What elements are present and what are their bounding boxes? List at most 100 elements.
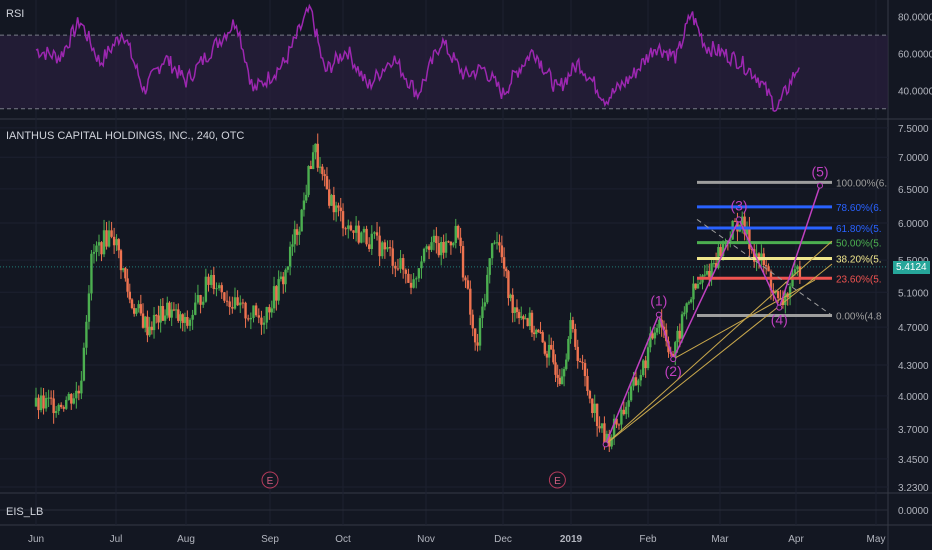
candle-body [539,332,542,334]
candle-body [341,211,345,229]
candle-body [401,258,405,270]
elliott-wave-label: (4) [771,312,788,328]
candle-body [680,314,684,339]
candle-body [412,279,415,288]
candle-body [186,317,189,326]
candle-body [483,302,487,307]
candle-body [105,230,108,247]
candle-body [170,309,173,318]
x-axis-label: Oct [335,534,351,545]
candle-body [689,299,693,303]
elliott-wave-point [602,441,609,448]
x-axis-label: Jun [28,534,44,545]
candle-body [520,316,523,319]
candle-body [97,242,101,246]
candle-body [473,328,477,343]
candle-body [748,226,751,249]
candle-body [617,424,621,426]
candle-body [199,295,202,305]
candle-body [174,309,178,311]
candle-body [537,329,540,333]
candle-body [522,316,525,320]
earnings-marker [261,471,279,489]
candle-body [565,359,568,370]
fib-level-label: 23.60%(5. [836,274,882,285]
candle-body [284,269,287,285]
candle-body [373,232,376,234]
candle-body [65,399,68,409]
candle-body [139,304,143,314]
candle-body [325,176,329,190]
price-y-tick-label: 4.3000 [898,361,929,372]
candle-body [166,302,169,316]
candle-body [488,258,491,275]
candle-body [334,205,338,213]
candle-body [286,266,290,270]
candle-body [378,235,381,257]
candle-body [212,274,216,289]
candle-body [449,241,453,246]
candle-body [202,301,205,305]
x-axis-label: 2019 [560,534,583,545]
x-axis-label: May [867,534,886,545]
candle-body [126,278,129,292]
elliott-wave-point [655,311,662,318]
candle-body [478,318,482,346]
candle-body [495,242,499,244]
candle-body [163,315,167,321]
earnings-marker-label: E [267,476,274,487]
candle-body [265,307,268,323]
candle-body [49,397,53,399]
candle-body [692,283,695,300]
candle-body [57,404,60,412]
candle-body [600,423,604,429]
candle-body [316,143,319,168]
candle-body [367,244,371,249]
candle-body [383,242,387,250]
candle-body [791,273,794,287]
candle-body [513,307,517,313]
candle-body [569,320,572,339]
elliott-wave-point [736,216,742,223]
candle-body [295,229,299,235]
candle-body [642,360,645,376]
candle-body [772,290,775,293]
candle-body [339,207,342,212]
candle-body [67,394,70,400]
rsi-line [35,3,800,113]
candle-body [225,300,229,302]
candle-body [357,225,360,243]
candle-body [781,298,785,306]
candle-body [586,376,589,392]
candle-body [332,194,336,213]
candle-body [486,274,489,303]
candle-body [95,245,98,252]
candle-body [217,285,221,289]
candle-body [588,391,592,399]
candle-body [655,328,659,333]
candle-body [130,299,134,309]
candle-body [257,315,260,318]
candle-body [632,377,635,387]
candle-body [440,241,443,256]
candle-body [417,268,421,279]
candle-body [44,398,48,409]
candle-body [591,398,594,414]
candle-body [505,268,508,272]
candle-body [328,189,331,206]
x-axis-label: Jul [110,534,123,545]
candle-body [437,243,440,256]
candle-body [605,433,609,445]
candle-body [80,380,83,394]
candle-body [249,317,253,320]
candle-body [430,242,433,250]
candle-body [676,330,679,343]
candle-body [708,270,711,278]
candle-body [498,242,501,246]
candle-body [712,263,716,265]
candle-body [241,302,245,304]
candle-body [215,288,218,290]
candle-body [627,400,630,407]
candle-body [92,251,96,254]
